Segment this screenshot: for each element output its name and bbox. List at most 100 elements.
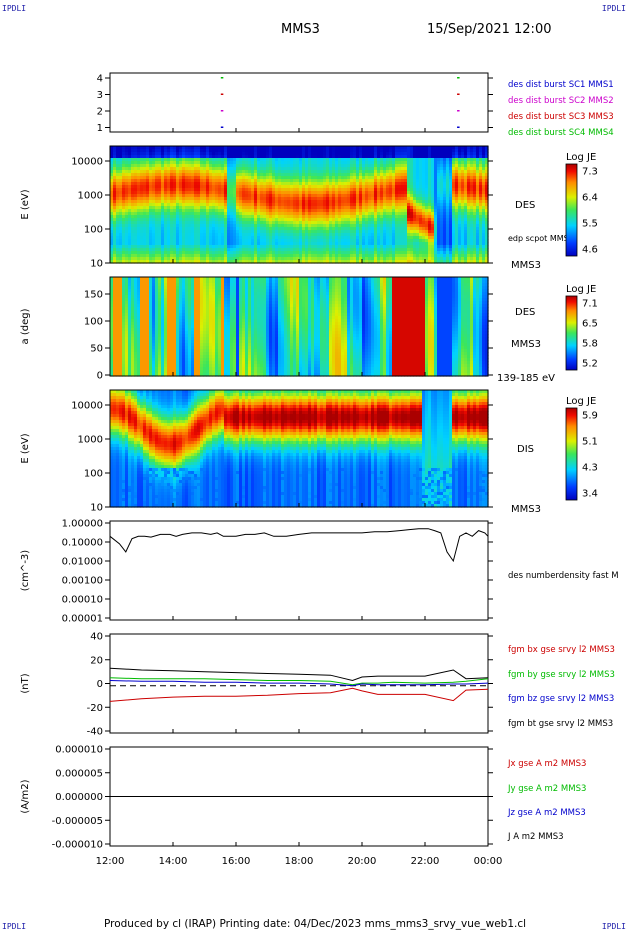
burst-mark xyxy=(457,93,460,95)
dis_energy-colorbar-tick: 3.4 xyxy=(582,489,598,500)
current-series-label: J A m2 MMS3 xyxy=(507,832,564,842)
dis_energy-colorbar-title: Log JE xyxy=(566,396,596,407)
dis_energy-side-label: MMS3 xyxy=(511,504,541,515)
des_pitch-ylabel: a (deg) xyxy=(20,308,31,344)
density-ytick-label: 0.10000 xyxy=(62,538,103,549)
dis_energy-side-label: DIS xyxy=(517,444,534,455)
burst-label-sc4: des dist burst SC4 MMS4 xyxy=(508,128,614,138)
xtick-label: 18:00 xyxy=(285,856,314,867)
burst-mark xyxy=(220,110,224,112)
des_energy-colorbar-tick: 5.5 xyxy=(582,219,598,230)
des_energy-side-label: MMS3 xyxy=(511,260,541,271)
burst-mark xyxy=(220,93,224,95)
current-series-label: Jz gse A m2 MMS3 xyxy=(507,808,586,818)
fgm-series-label: fgm bz gse srvy l2 MMS3 xyxy=(508,694,614,704)
des_pitch-ytick-label: 150 xyxy=(84,290,103,301)
xtick-label: 00:00 xyxy=(474,856,503,867)
fgm-series-line xyxy=(109,687,489,702)
current-ytick-label: -0.000005 xyxy=(52,816,103,827)
fgm-ytick-label: 0 xyxy=(97,679,103,690)
des_energy-colorbar-tick: 4.6 xyxy=(582,245,598,256)
des_pitch-spectrogram xyxy=(110,277,489,377)
fgm-ytick-label: 20 xyxy=(90,655,103,666)
density-series-label: des numberdensity fast M xyxy=(508,571,619,581)
corner-tag-top-left: IPDLI xyxy=(2,4,27,13)
current-ylabel: (A/m2) xyxy=(20,779,31,813)
dis_energy-ytick-label: 1000 xyxy=(78,435,103,446)
des_pitch-colorbar-tick: 5.2 xyxy=(582,359,598,370)
corner-tag-top-right: IPDLI xyxy=(601,4,626,13)
header-datetime: 15/Sep/2021 12:00 xyxy=(427,22,552,37)
dis_energy-ytick-label: 10 xyxy=(90,503,103,514)
xtick-label: 16:00 xyxy=(222,856,251,867)
current-ytick-label: 0.000005 xyxy=(55,768,103,779)
dis_energy-colorbar-tick: 5.9 xyxy=(582,411,598,422)
burst-ytick-label: 1 xyxy=(97,123,103,134)
xtick-label: 12:00 xyxy=(96,856,125,867)
dis_energy-ytick-label: 10000 xyxy=(71,401,103,412)
des_pitch-colorbar xyxy=(565,295,578,371)
density-ytick-label: 0.00100 xyxy=(62,576,103,587)
burst-label-sc1: des dist burst SC1 MMS1 xyxy=(508,80,614,90)
des_energy-ytick-label: 100 xyxy=(84,225,103,236)
des_pitch-side-label: 139-185 eV xyxy=(497,373,555,384)
fgm-ytick-label: -20 xyxy=(87,703,103,714)
current-series-label: Jx gse A m2 MMS3 xyxy=(507,759,586,769)
current-ytick-label: 0.000000 xyxy=(55,792,103,803)
burst-ytick-label: 3 xyxy=(97,90,103,101)
dis_energy-colorbar-tick: 5.1 xyxy=(582,437,598,448)
corner-tag-bottom-right: IPDLI xyxy=(601,922,626,931)
burst-panel-frame xyxy=(109,72,489,133)
des_pitch-ytick-label: 0 xyxy=(97,371,103,382)
density-ytick-label: 0.01000 xyxy=(62,557,103,568)
dis_energy-colorbar-tick: 4.3 xyxy=(582,463,598,474)
dis_energy-ytick-label: 100 xyxy=(84,469,103,480)
des_energy-side-label: edp scpot MMS3 xyxy=(508,234,574,243)
des_energy-side-label: DES xyxy=(515,200,535,211)
dis_energy-colorbar xyxy=(565,407,578,501)
xtick-label: 14:00 xyxy=(159,856,188,867)
des_energy-colorbar-title: Log JE xyxy=(566,152,596,163)
dis_energy-spectrogram xyxy=(110,390,489,508)
burst-label-sc3: des dist burst SC3 MMS3 xyxy=(508,112,614,122)
fgm-ytick-label: 40 xyxy=(90,632,103,643)
burst-label-sc2: des dist burst SC2 MMS2 xyxy=(508,96,614,106)
des_energy-colorbar-tick: 6.4 xyxy=(582,193,598,204)
current-ytick-label: -0.000010 xyxy=(52,840,103,851)
des_energy-ytick-label: 1000 xyxy=(78,191,103,202)
des_pitch-colorbar-tick: 6.5 xyxy=(582,319,598,330)
des_energy-colorbar xyxy=(565,163,578,257)
current-ytick-label: 0.000010 xyxy=(55,745,103,756)
des_pitch-colorbar-tick: 5.8 xyxy=(582,339,598,350)
density-ylabel: (cm^-3) xyxy=(20,550,31,591)
des_pitch-ytick-label: 50 xyxy=(90,344,103,355)
burst-mark xyxy=(220,126,224,128)
fgm-series-label: fgm bt gse srvy l2 MMS3 xyxy=(508,719,613,729)
des_pitch-ytick-label: 100 xyxy=(84,317,103,328)
fgm-series-line xyxy=(109,667,489,682)
burst-mark xyxy=(457,126,460,128)
des_pitch-side-label: MMS3 xyxy=(511,339,541,350)
fgm-series-line xyxy=(109,680,489,687)
des_energy-ytick-label: 10000 xyxy=(71,157,103,168)
des_pitch-side-label: DES xyxy=(515,307,535,318)
density-ytick-label: 1.00000 xyxy=(62,519,103,530)
header-spacecraft: MMS3 xyxy=(281,22,320,37)
burst-ytick-label: 4 xyxy=(97,74,103,85)
current-series-label: Jy gse A m2 MMS3 xyxy=(507,784,586,794)
density-ytick-label: 0.00010 xyxy=(62,595,103,606)
burst-mark xyxy=(457,110,460,112)
fgm-series-label: fgm by gse srvy l2 MMS3 xyxy=(508,670,615,680)
des_energy-colorbar-tick: 7.3 xyxy=(582,167,598,178)
fgm-series-line xyxy=(109,677,489,686)
fgm-ytick-label: -40 xyxy=(87,727,103,738)
dis_energy-ylabel: E (eV) xyxy=(20,433,31,463)
burst-mark xyxy=(457,77,460,79)
des_energy-ylabel: E (eV) xyxy=(20,189,31,219)
des_pitch-colorbar-title: Log JE xyxy=(566,284,596,295)
fgm-series-label: fgm bx gse srvy l2 MMS3 xyxy=(508,645,615,655)
density-series-line xyxy=(109,528,489,563)
fgm-ylabel: (nT) xyxy=(20,673,31,693)
burst-ytick-label: 2 xyxy=(97,107,103,118)
